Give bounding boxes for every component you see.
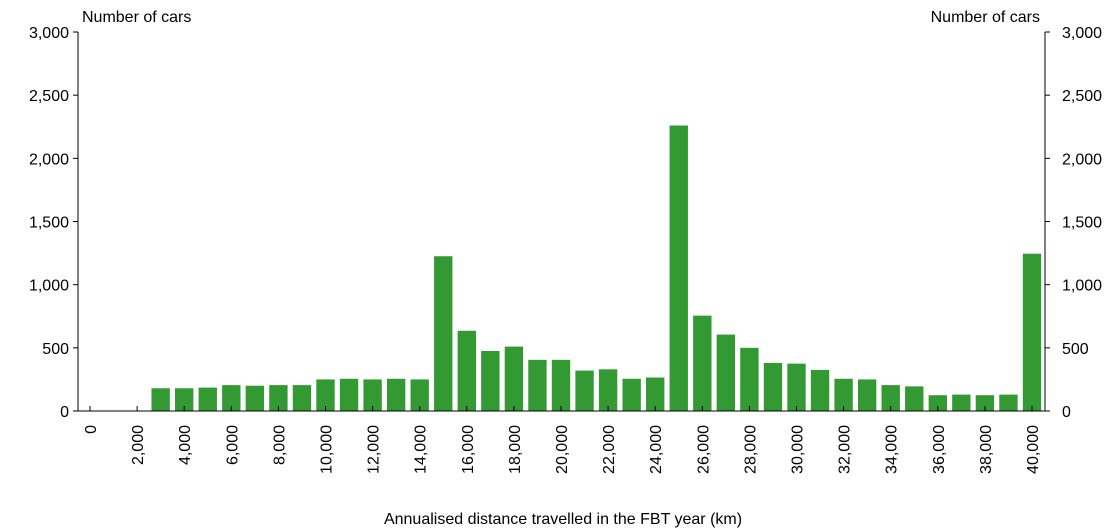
- right-y-tick-label: 1,500: [1062, 215, 1102, 232]
- x-ticks: 0 2,000 4,000 6,000 8,000 10,000 12,000 14,000 1…: [83, 406, 1042, 474]
- x-tick-label: 24,000: [648, 425, 665, 474]
- x-tick-label: 26,000: [695, 425, 712, 474]
- bar-29000: [763, 362, 783, 411]
- bar-32000: [834, 378, 853, 411]
- bar-18000: [504, 346, 524, 411]
- bar-3000: [151, 388, 170, 411]
- x-tick-label: 10,000: [319, 425, 336, 474]
- x-tick-label: 12,000: [366, 425, 383, 474]
- bar-23000: [622, 378, 641, 411]
- x-tick-label: 0: [83, 425, 100, 434]
- bar-38000: [975, 395, 995, 411]
- bar-6000: [222, 385, 241, 411]
- x-tick-label: 38,000: [978, 425, 995, 474]
- left-y-tick-label: 3,000: [29, 25, 69, 42]
- x-axis-title: Annualised distance travelled in the FBT…: [384, 511, 742, 528]
- x-tick-label: 18,000: [507, 425, 524, 474]
- bar-21000: [575, 370, 594, 411]
- left-y-tick-label: 500: [42, 341, 69, 358]
- bar-4000: [175, 388, 194, 411]
- right-y-axis-title: Number of cars: [931, 9, 1040, 26]
- bar-5000: [198, 387, 217, 411]
- x-tick-label: 40,000: [1025, 425, 1042, 474]
- x-tick-label: 22,000: [601, 425, 618, 474]
- bar-8000: [269, 385, 288, 411]
- x-tick-label: 32,000: [837, 425, 854, 474]
- bar-13000: [386, 378, 406, 411]
- bar-33000: [857, 379, 877, 411]
- bar-34000: [881, 385, 900, 411]
- left-y-tick-label: 2,000: [29, 151, 69, 168]
- x-tick-label: 6,000: [224, 425, 241, 465]
- bar-9000: [292, 385, 312, 411]
- bar-35000: [905, 386, 924, 411]
- bar-17000: [481, 350, 500, 411]
- x-tick-label: 36,000: [931, 425, 948, 474]
- bars-group: [151, 125, 1042, 412]
- x-tick-label: 8,000: [271, 425, 288, 465]
- bar-20000: [551, 359, 571, 411]
- x-tick-label: 30,000: [790, 425, 807, 474]
- bar-30000: [787, 363, 806, 412]
- bar-36000: [928, 395, 947, 411]
- x-tick-label: 2,000: [130, 425, 147, 465]
- right-y-tick-label: 3,000: [1062, 25, 1102, 42]
- bar-19000: [528, 359, 547, 411]
- right-y-ticks: 0 500 1,000 1,500 2,000 2,500 3,000: [1045, 25, 1102, 421]
- right-y-tick-label: 1,000: [1062, 278, 1102, 295]
- x-tick-label: 20,000: [554, 425, 571, 474]
- bar-39000: [999, 394, 1018, 411]
- x-tick-label: 4,000: [177, 425, 194, 465]
- left-y-tick-label: 0: [60, 404, 69, 421]
- bar-31000: [810, 369, 830, 411]
- right-y-tick-label: 500: [1062, 341, 1089, 358]
- x-tick-label: 28,000: [742, 425, 759, 474]
- bar-24000: [646, 377, 665, 411]
- x-tick-label: 34,000: [884, 425, 901, 474]
- left-y-ticks: 0 500 1,000 1,500 2,000 2,500 3,000: [29, 25, 78, 421]
- bar-25000: [669, 125, 688, 412]
- axes-group: [77, 32, 1046, 412]
- right-y-tick-label: 2,000: [1062, 151, 1102, 168]
- bar-27000: [716, 334, 736, 411]
- left-y-tick-label: 2,500: [29, 88, 69, 105]
- left-y-axis-title: Number of cars: [82, 9, 191, 26]
- x-tick-label: 14,000: [413, 425, 430, 474]
- bar-26000: [693, 315, 712, 411]
- bar-40000: [1022, 253, 1042, 411]
- bar-16000: [457, 330, 476, 411]
- left-y-tick-label: 1,000: [29, 278, 69, 295]
- right-y-tick-label: 0: [1062, 404, 1071, 421]
- bar-28000: [740, 347, 759, 411]
- x-tick-label: 16,000: [460, 425, 477, 474]
- bar-12000: [363, 379, 382, 411]
- left-y-tick-label: 1,500: [29, 215, 69, 232]
- right-y-tick-label: 2,500: [1062, 88, 1102, 105]
- bar-7000: [245, 385, 265, 411]
- bar-14000: [410, 379, 429, 411]
- bar-22000: [598, 369, 618, 411]
- bar-37000: [952, 394, 971, 411]
- bar-15000: [434, 256, 453, 411]
- bar-11000: [339, 378, 359, 411]
- bar-10000: [316, 379, 335, 411]
